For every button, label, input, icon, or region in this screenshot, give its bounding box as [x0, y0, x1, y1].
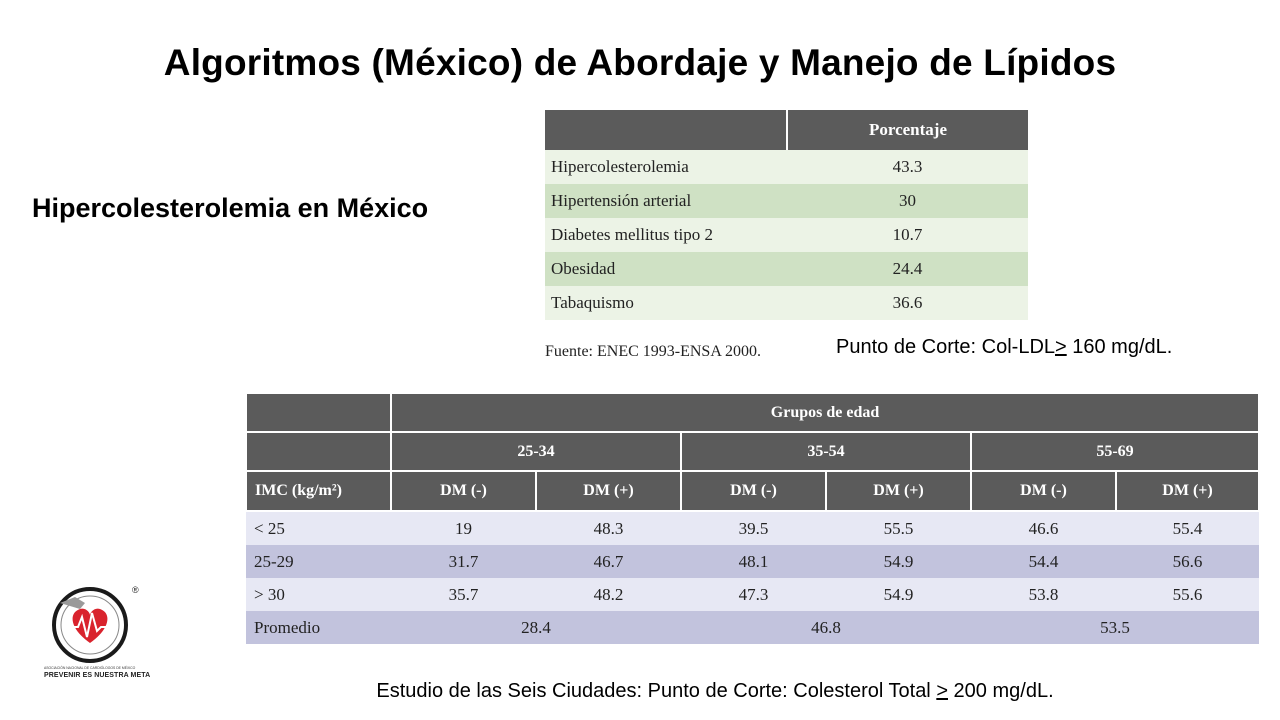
table-row: > 30 35.7 48.2 47.3 54.9 53.8 55.6 — [246, 578, 1260, 611]
prevalence-header-percent: Porcentaje — [787, 110, 1028, 150]
dm-pos-header: DM (+) — [1114, 470, 1261, 512]
imc-header: IMC (kg/m²) — [245, 470, 392, 512]
dm-pos-header: DM (+) — [825, 470, 972, 512]
cell: 48.1 — [681, 545, 826, 578]
row-value: 30 — [787, 184, 1028, 218]
slide-title: Algoritmos (México) de Abordaje y Manejo… — [163, 42, 1117, 83]
ecg-line-icon — [66, 612, 114, 638]
age-group-header: Grupos de edad — [389, 392, 1261, 433]
row-value: 43.3 — [787, 150, 1028, 184]
cell: 55.4 — [1116, 511, 1260, 545]
cell: 56.6 — [1116, 545, 1260, 578]
age-group-label: 35-54 — [680, 431, 972, 472]
source-note: Fuente: ENEC 1993-ENSA 2000. — [545, 343, 761, 360]
ldl-cutoff-suffix: 160 mg/dL. — [1066, 336, 1173, 358]
row-label: Tabaquismo — [545, 286, 787, 320]
slide-subtitle: Hipercolesterolemia en México — [32, 193, 429, 223]
logo-ring — [52, 587, 128, 663]
row-label: Diabetes mellitus tipo 2 — [545, 218, 787, 252]
dm-neg-header: DM (-) — [390, 470, 537, 512]
cell: 31.7 — [391, 545, 536, 578]
row-label: Obesidad — [545, 252, 787, 286]
cell: 55.6 — [1116, 578, 1260, 611]
average-row: Promedio 28.4 46.8 53.5 — [246, 611, 1260, 644]
dm-neg-header: DM (-) — [970, 470, 1117, 512]
row-label: Hipertensión arterial — [545, 184, 787, 218]
total-cutoff-sign: > — [936, 680, 948, 702]
age-group-table: Grupos de edad 25-34 35-54 55-69 IMC (kg… — [245, 392, 1261, 644]
total-cutoff-prefix: Estudio de las Seis Ciudades: Punto de C… — [376, 680, 937, 702]
imc-label: > 30 — [246, 578, 391, 611]
logo-ring-text: ASOCIACIÓN NACIONAL DE CARDIÓLOGOS DE MÉ… — [44, 665, 136, 670]
age-group-label: 25-34 — [390, 431, 682, 472]
cell: 53.8 — [971, 578, 1116, 611]
table-row: Obesidad 24.4 — [545, 252, 1028, 286]
dm-pos-header: DM (+) — [535, 470, 682, 512]
logo-motto: PREVENIR ES NUESTRA META — [44, 672, 151, 679]
cell: 35.7 — [391, 578, 536, 611]
cell: 19 — [391, 511, 536, 545]
map-icon — [60, 597, 85, 609]
table-row: Hipercolesterolemia 43.3 — [545, 150, 1028, 184]
age-group-label: 55-69 — [969, 431, 1261, 472]
cell: 54.9 — [826, 578, 971, 611]
total-cholesterol-cutoff-note: Estudio de las Seis Ciudades: Punto de C… — [0, 680, 1280, 703]
age-header-blank — [245, 392, 392, 433]
row-value: 24.4 — [787, 252, 1028, 286]
registered-mark: ® — [132, 585, 139, 595]
average-value: 28.4 — [391, 611, 681, 644]
cell: 47.3 — [681, 578, 826, 611]
cell: 46.6 — [971, 511, 1116, 545]
dm-neg-header: DM (-) — [680, 470, 827, 512]
average-value: 46.8 — [681, 611, 971, 644]
ldl-cutoff-prefix: Punto de Corte: Col-LDL — [836, 336, 1056, 358]
prevalence-header-blank — [545, 110, 788, 150]
table-row: Hipertensión arterial 30 — [545, 184, 1028, 218]
table-row: Diabetes mellitus tipo 2 10.7 — [545, 218, 1028, 252]
cell: 54.4 — [971, 545, 1116, 578]
ldl-cutoff-note: Punto de Corte: Col-LDL> 160 mg/dL. — [836, 336, 1172, 359]
cell: 54.9 — [826, 545, 971, 578]
row-value: 10.7 — [787, 218, 1028, 252]
total-cutoff-suffix: 200 mg/dL. — [948, 680, 1054, 702]
cell: 55.5 — [826, 511, 971, 545]
table-row: 25-29 31.7 46.7 48.1 54.9 54.4 56.6 — [246, 545, 1260, 578]
table-row: Tabaquismo 36.6 — [545, 286, 1028, 320]
row-value: 36.6 — [787, 286, 1028, 320]
table-row: < 25 19 48.3 39.5 55.5 46.6 55.4 — [246, 511, 1260, 545]
association-logo: ® ASOCIACIÓN NACIONAL DE CARDIÓLOGOS DE … — [44, 585, 139, 670]
average-value: 53.5 — [971, 611, 1260, 644]
cell: 46.7 — [536, 545, 681, 578]
ldl-cutoff-sign: > — [1055, 336, 1067, 358]
imc-label: < 25 — [246, 511, 391, 545]
average-label: Promedio — [246, 611, 391, 644]
age-header-blank-2 — [245, 431, 392, 472]
row-label: Hipercolesterolemia — [545, 150, 787, 184]
cell: 48.3 — [536, 511, 681, 545]
cell: 39.5 — [681, 511, 826, 545]
imc-label: 25-29 — [246, 545, 391, 578]
prevalence-table: Porcentaje Hipercolesterolemia 43.3 Hipe… — [545, 110, 1028, 320]
cell: 48.2 — [536, 578, 681, 611]
